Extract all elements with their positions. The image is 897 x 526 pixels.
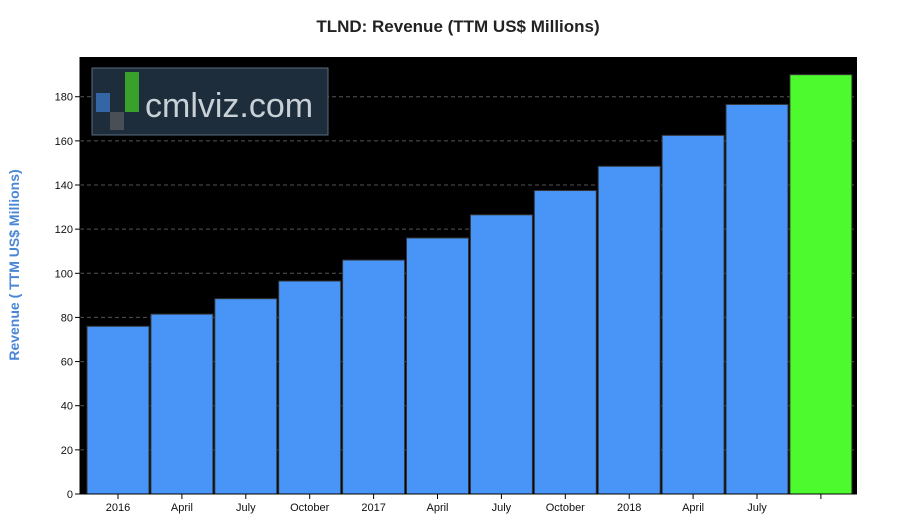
- bar: [661, 134, 725, 495]
- x-tick-label: October: [546, 502, 585, 514]
- x-tick-label: October: [290, 502, 329, 514]
- x-tick-label: April: [171, 502, 193, 514]
- bar: [469, 214, 533, 495]
- bar: [789, 74, 853, 495]
- bar: [725, 103, 789, 495]
- bar: [150, 313, 214, 495]
- y-tick-label: 60: [61, 357, 73, 369]
- y-tick-label: 100: [55, 268, 73, 280]
- x-axis: 2016 April July October 2017 April July October…: [80, 493, 857, 514]
- logo-blue-square-icon: [96, 93, 110, 112]
- bar: [342, 259, 406, 495]
- y-tick-label: 20: [61, 445, 73, 457]
- y-tick-label: 160: [55, 136, 73, 148]
- x-tick-label: July: [747, 502, 767, 514]
- x-tick-label: July: [492, 502, 512, 514]
- watermark-text: cmlviz.com: [145, 87, 313, 125]
- chart-title: TLND: Revenue (TTM US$ Millions): [316, 17, 599, 36]
- y-tick-label: 140: [55, 180, 73, 192]
- x-tick-label: July: [236, 502, 256, 514]
- x-tick-label: 2018: [617, 502, 641, 514]
- logo-green-bar-icon: [125, 72, 139, 112]
- x-tick-label: April: [682, 502, 704, 514]
- y-tick-label: 80: [61, 312, 73, 324]
- bar: [214, 298, 278, 495]
- y-tick-label: 180: [55, 92, 73, 104]
- bar: [278, 280, 342, 495]
- bar: [533, 190, 597, 495]
- y-tick-label: 120: [55, 224, 73, 236]
- x-tick-label: 2016: [106, 502, 130, 514]
- y-axis-label: Revenue ( TTM US$ Millions): [6, 169, 22, 360]
- watermark-logo: cmlviz.com: [91, 67, 329, 136]
- y-tick-label: 0: [67, 489, 73, 501]
- bar: [86, 325, 150, 495]
- bar: [597, 165, 661, 495]
- y-tick-label: 40: [61, 401, 73, 413]
- y-axis: 0 20 40 60 80 100 120 140 160 180: [55, 57, 81, 501]
- bar: [406, 237, 469, 495]
- x-tick-label: 2017: [361, 502, 385, 514]
- x-tick-label: April: [426, 502, 448, 514]
- bars: [86, 74, 853, 495]
- logo-gray-square-icon: [110, 112, 124, 130]
